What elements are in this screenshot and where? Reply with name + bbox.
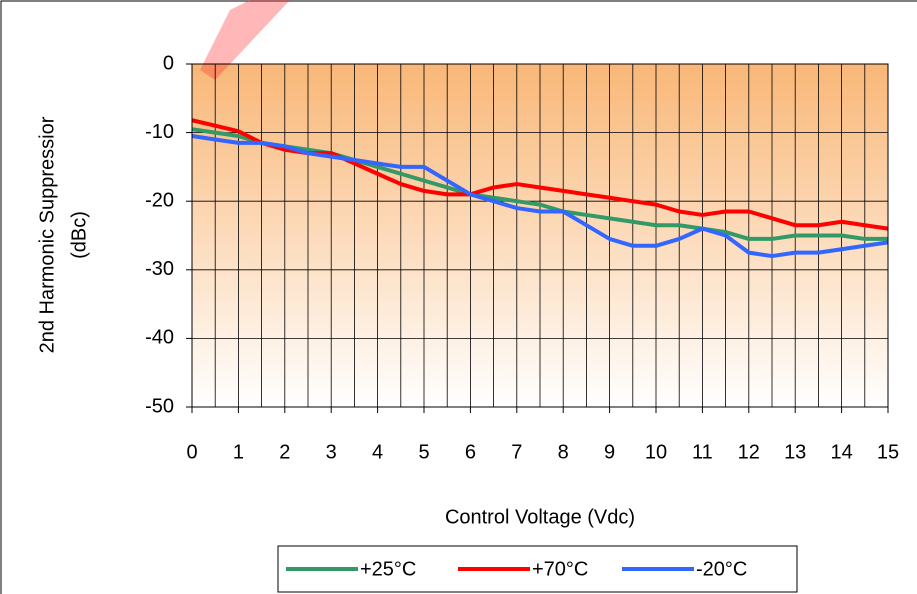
watermark xyxy=(200,0,290,80)
y-tick-label: 0 xyxy=(163,52,174,74)
x-tick-label: 2 xyxy=(279,441,290,463)
x-tick-label: 12 xyxy=(738,441,760,463)
x-axis-title: Control Voltage (Vdc) xyxy=(445,506,635,528)
y-tick-label: -20 xyxy=(145,189,174,211)
x-tick-label: 8 xyxy=(558,441,569,463)
x-tick-label: 5 xyxy=(418,441,429,463)
y-tick-label: -50 xyxy=(145,395,174,417)
x-tick-label: 11 xyxy=(692,441,713,463)
x-tick-label: 15 xyxy=(877,441,899,463)
x-tick-label: 14 xyxy=(830,441,852,463)
x-tick-label: 7 xyxy=(511,441,522,463)
x-tick-label: 0 xyxy=(186,441,197,463)
y-tick-label: -40 xyxy=(145,327,174,349)
series-line xyxy=(191,134,889,259)
series-line xyxy=(191,127,888,241)
x-tick-label: 6 xyxy=(465,441,476,463)
y-axis-title: 2nd Harmonic Suppressior xyxy=(36,116,58,353)
x-tick-label: 4 xyxy=(372,441,383,463)
x-tick-label: 1 xyxy=(233,441,244,463)
y-tick-label: -10 xyxy=(145,121,174,143)
y-axis-title: (dBc) xyxy=(68,211,90,259)
legend-label: +25°C xyxy=(360,558,416,580)
x-tick-label: 13 xyxy=(784,441,806,463)
legend-label: +70°C xyxy=(532,558,588,580)
x-tick-label: 3 xyxy=(326,441,337,463)
legend-label: -20°C xyxy=(696,558,747,580)
plot-border xyxy=(191,63,889,408)
legend xyxy=(277,545,798,593)
x-tick-label: 9 xyxy=(604,441,615,463)
y-tick-label: -30 xyxy=(145,258,174,280)
x-tick-label: 10 xyxy=(645,441,667,463)
